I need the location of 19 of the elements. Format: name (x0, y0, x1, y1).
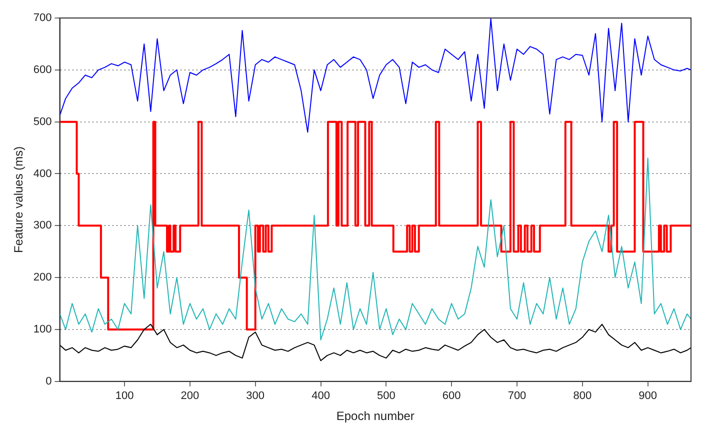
y-axis-title: Feature values (ms) (12, 146, 26, 254)
y-tick-label: 0 (46, 375, 52, 388)
y-tick-label: 100 (33, 324, 52, 336)
x-tick-label: 800 (573, 390, 592, 402)
x-tick-label: 400 (312, 390, 330, 402)
y-tick-label: 600 (33, 64, 52, 76)
y-tick-label: 400 (33, 168, 52, 180)
x-axis-title: Epoch number (336, 409, 414, 424)
x-tick-label: 700 (508, 390, 526, 402)
y-tick-label: 200 (33, 272, 52, 284)
y-tick-label: 700 (33, 12, 52, 24)
x-tick-label: 200 (180, 390, 200, 402)
x-tick-label: 600 (442, 390, 461, 402)
x-tick-label: 100 (115, 390, 134, 402)
x-tick-label: 900 (638, 390, 658, 402)
y-tick-label: 300 (33, 220, 52, 232)
y-tick-label: 500 (33, 116, 52, 128)
x-tick-label: 300 (246, 390, 265, 402)
x-tick-label: 500 (376, 390, 396, 402)
